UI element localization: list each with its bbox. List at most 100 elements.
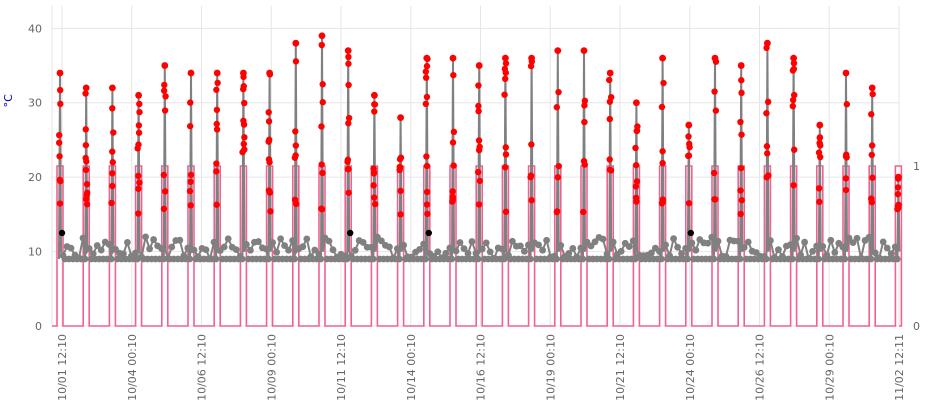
- peak-point: [319, 169, 326, 177]
- peak-point: [710, 169, 718, 177]
- baseline-point: [521, 247, 528, 255]
- peak-point: [187, 178, 194, 186]
- peak-point: [764, 150, 771, 157]
- peak-point: [738, 89, 745, 97]
- peak-point: [475, 102, 482, 110]
- peak-point: [55, 139, 63, 146]
- baseline-point: [442, 249, 450, 257]
- peak-point: [109, 170, 116, 177]
- baseline-point: [202, 246, 210, 254]
- peak-point: [240, 121, 248, 128]
- peak-point: [632, 194, 640, 201]
- baseline-point: [317, 255, 325, 263]
- peak-point: [109, 84, 116, 92]
- baseline-point: [460, 245, 468, 253]
- peak-point: [633, 99, 640, 107]
- peak-point: [449, 54, 457, 62]
- baseline-point: [710, 255, 718, 263]
- peak-point: [816, 134, 824, 142]
- peak-point: [711, 196, 718, 203]
- peak-point: [213, 160, 220, 167]
- peak-point: [135, 185, 142, 192]
- peak-point: [660, 79, 667, 87]
- baseline-point: [132, 249, 139, 257]
- baseline-point: [734, 237, 742, 245]
- peak-point: [265, 109, 272, 116]
- peak-point: [528, 197, 535, 204]
- peak-point: [580, 208, 587, 216]
- x-tick-label: 10/21 12:10: [614, 334, 627, 401]
- peak-point: [136, 108, 143, 116]
- peak-point: [528, 141, 535, 148]
- other-point: [58, 229, 66, 237]
- baseline-point: [265, 255, 272, 263]
- baseline-point: [569, 245, 577, 252]
- peak-point: [265, 138, 272, 145]
- baseline-point: [434, 248, 442, 256]
- x-tick-label: 10/11 12:10: [335, 334, 348, 401]
- peak-point: [815, 149, 823, 156]
- peak-point: [109, 159, 116, 166]
- peak-point: [239, 148, 246, 156]
- peak-point: [553, 104, 561, 111]
- baseline-point: [887, 250, 895, 258]
- peak-point: [632, 183, 640, 190]
- peak-point: [110, 129, 117, 136]
- peak-point: [56, 200, 64, 207]
- baseline-point: [801, 238, 808, 246]
- peak-point: [894, 184, 902, 191]
- baseline-point: [224, 235, 232, 243]
- peak-point: [56, 131, 63, 139]
- baseline-point: [186, 255, 194, 263]
- peak-point: [396, 166, 403, 174]
- peak-point: [842, 186, 850, 194]
- baseline-point: [517, 242, 524, 250]
- baseline-point: [359, 239, 367, 246]
- baseline-point: [124, 239, 131, 246]
- baseline-point: [682, 244, 689, 252]
- baseline-point: [478, 245, 486, 253]
- baseline-point: [285, 246, 292, 254]
- baseline-point: [367, 243, 375, 251]
- peak-point: [659, 159, 666, 167]
- baseline-point: [849, 239, 857, 247]
- peak-point: [371, 101, 378, 108]
- peak-point: [606, 156, 613, 163]
- peak-point: [476, 177, 483, 185]
- y-tick-label-left: 10: [28, 246, 42, 259]
- baseline-point: [281, 242, 288, 250]
- peak-point: [737, 164, 745, 172]
- peak-point: [345, 60, 352, 67]
- baseline-point: [841, 255, 849, 263]
- baseline-point: [609, 238, 617, 246]
- baseline-point: [617, 247, 625, 255]
- peak-point: [345, 114, 353, 122]
- baseline-point: [845, 234, 853, 242]
- peak-point: [135, 141, 142, 148]
- peak-point: [555, 162, 562, 170]
- baseline-point: [93, 242, 101, 249]
- peak-point: [581, 102, 588, 109]
- peak-point: [501, 91, 508, 98]
- peak-point: [267, 208, 274, 215]
- peak-point: [319, 81, 326, 88]
- peak-point: [791, 146, 798, 153]
- y-tick-label-right: 0: [913, 320, 920, 333]
- peak-point: [449, 188, 456, 195]
- baseline-point: [79, 234, 87, 242]
- baseline-point: [273, 248, 280, 256]
- peak-point: [738, 77, 745, 84]
- peak-point: [738, 196, 745, 204]
- peak-point: [187, 202, 194, 209]
- other-point: [347, 229, 354, 237]
- baseline-point: [674, 243, 681, 251]
- y-axis-label: °C: [2, 94, 15, 108]
- baseline-point: [498, 245, 506, 253]
- peak-point: [319, 99, 326, 106]
- peak-point: [422, 74, 430, 81]
- peak-point: [685, 133, 692, 140]
- peak-point: [580, 157, 588, 165]
- peak-point: [764, 98, 772, 106]
- x-tick-label: 11/02 12:11: [893, 334, 906, 401]
- baseline-point: [789, 255, 796, 263]
